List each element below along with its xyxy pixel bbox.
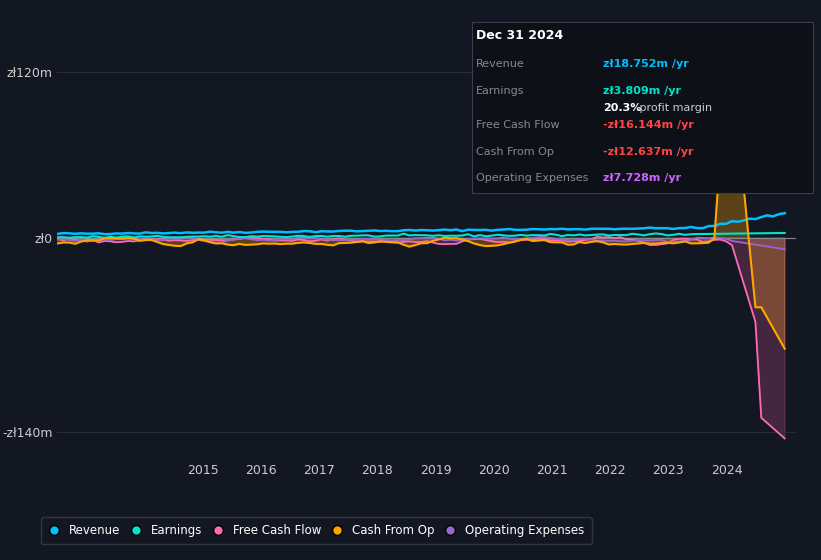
Text: Revenue: Revenue	[476, 59, 525, 69]
Text: profit margin: profit margin	[636, 103, 713, 113]
Text: Cash From Op: Cash From Op	[476, 147, 554, 157]
Text: zł7.728m /yr: zł7.728m /yr	[603, 174, 681, 184]
Legend: Revenue, Earnings, Free Cash Flow, Cash From Op, Operating Expenses: Revenue, Earnings, Free Cash Flow, Cash …	[40, 517, 592, 544]
Text: -zł16.144m /yr: -zł16.144m /yr	[603, 120, 695, 130]
Text: 20.3%: 20.3%	[603, 103, 642, 113]
Text: Free Cash Flow: Free Cash Flow	[476, 120, 560, 130]
Text: Earnings: Earnings	[476, 86, 525, 96]
Text: zł18.752m /yr: zł18.752m /yr	[603, 59, 689, 69]
Text: zł3.809m /yr: zł3.809m /yr	[603, 86, 681, 96]
Text: -zł12.637m /yr: -zł12.637m /yr	[603, 147, 694, 157]
Text: Dec 31 2024: Dec 31 2024	[476, 29, 563, 42]
Text: Operating Expenses: Operating Expenses	[476, 174, 589, 184]
